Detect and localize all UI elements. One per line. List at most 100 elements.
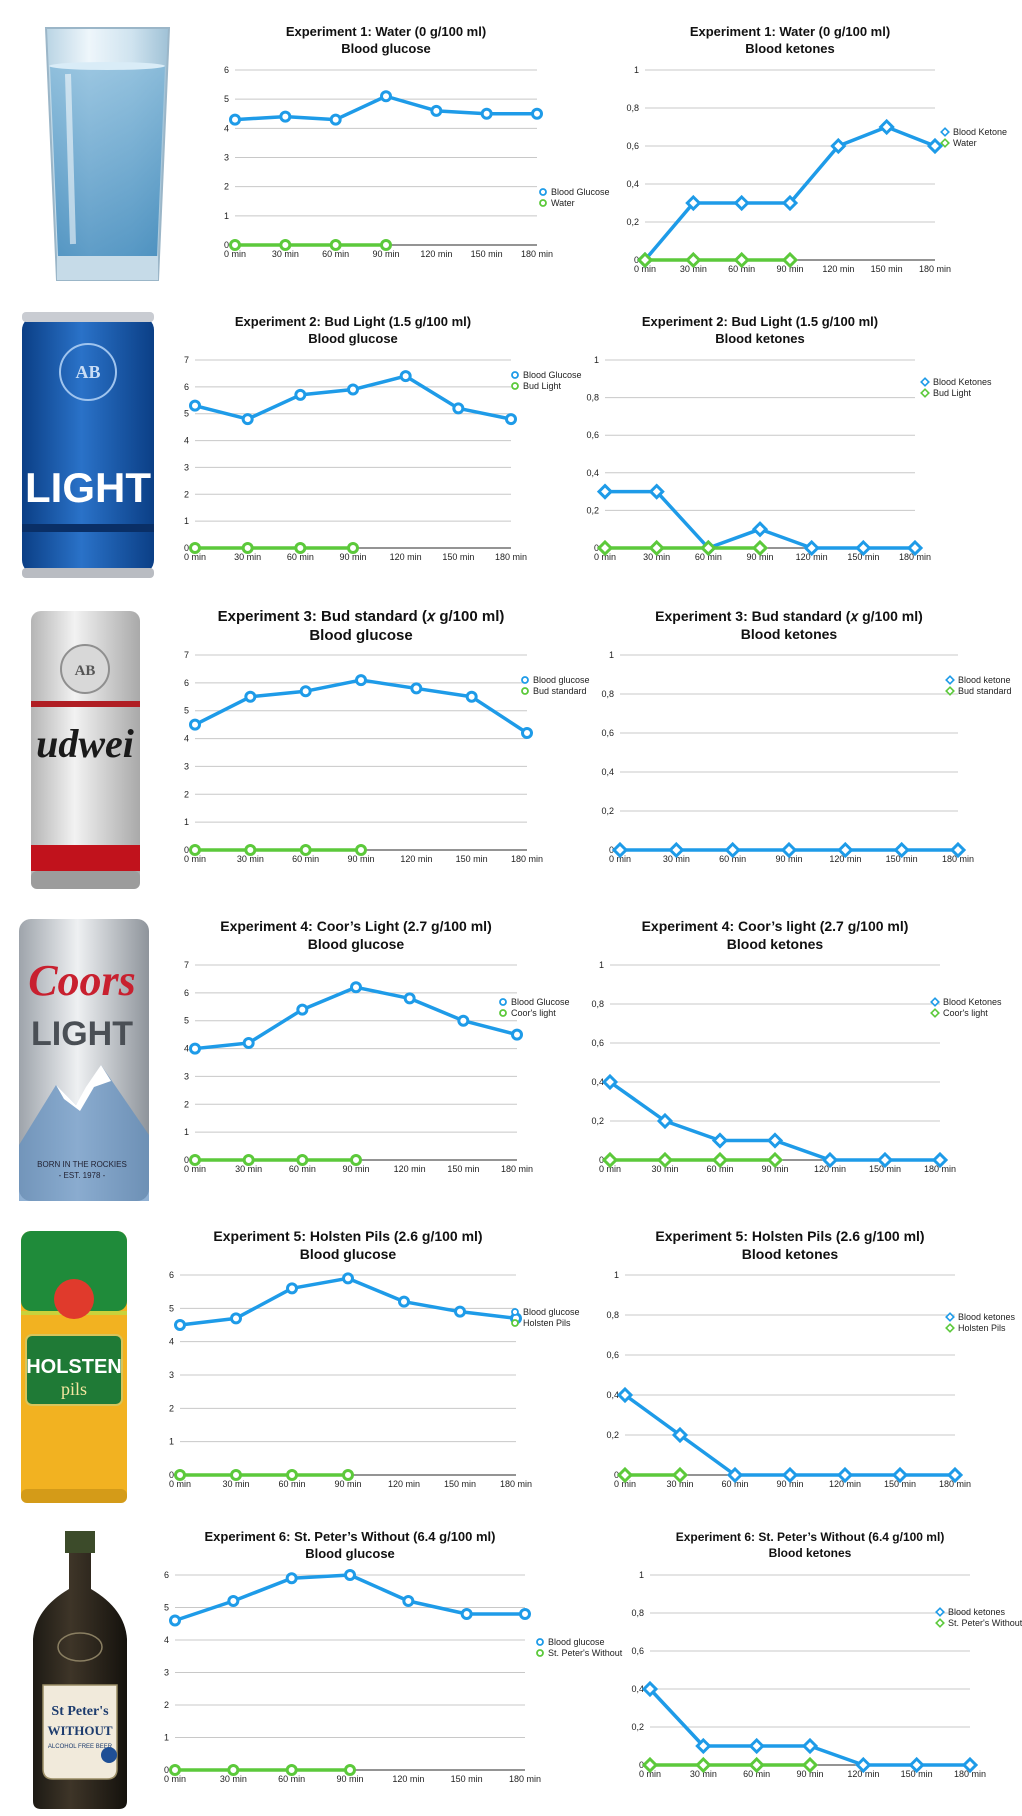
x-tick-label: 90 min	[347, 854, 374, 864]
data-point-0	[685, 194, 702, 212]
x-tick-label: 30 min	[680, 264, 707, 274]
exp3-ketones-chart: Experiment 3: Bud standard (𝑥 g/100 ml) B…	[600, 605, 1022, 872]
legend-marker	[940, 127, 950, 137]
chart-subtitle: Blood glucose	[309, 627, 412, 644]
x-tick-label: 150 min	[447, 1164, 479, 1174]
x-tick-label: 120 min	[394, 1164, 426, 1174]
x-tick-label: 30 min	[666, 1479, 693, 1489]
data-point-0	[294, 388, 307, 401]
data-point-0	[781, 194, 799, 212]
x-tick-label: 60 min	[289, 1164, 316, 1174]
legend-marker	[511, 1308, 519, 1316]
svg-text:pils: pils	[61, 1379, 87, 1399]
x-tick-label: 60 min	[322, 249, 349, 259]
series-line-0	[194, 985, 518, 1051]
y-tick-label: 1	[609, 650, 614, 660]
x-tick-label: 0 min	[614, 1479, 636, 1489]
x-tick-label: 0 min	[599, 1164, 621, 1174]
data-point-0	[403, 992, 416, 1005]
chart-subtitle: Blood glucose	[308, 936, 405, 952]
exp5-ketones-svg: Experiment 5: Holsten Pils (2.6 g/100 ml…	[606, 1228, 1016, 1489]
y-tick-label: 4	[184, 734, 189, 744]
exp3-ketones-svg: Experiment 3: Bud standard (𝑥 g/100 ml) B…	[601, 608, 1011, 864]
chart-subtitle: Blood glucose	[308, 331, 398, 346]
data-point-1	[350, 1154, 362, 1166]
chart-title: Experiment 3: Bud standard (𝑥 g/100 ml)	[218, 608, 505, 625]
y-tick-label: 0,8	[586, 393, 599, 403]
y-tick-label: 0,6	[606, 1350, 619, 1360]
data-point-1	[355, 844, 367, 856]
chart-title: Experiment 5: Holsten Pils (2.6 g/100 ml…	[655, 1228, 924, 1244]
legend-marker	[930, 997, 940, 1007]
exp2-ketones-svg: Experiment 2: Bud Light (1.5 g/100 ml) Bl…	[586, 314, 992, 562]
exp2-glucose-chart: Experiment 2: Bud Light (1.5 g/100 ml) Bl…	[175, 310, 661, 570]
y-tick-label: 0,4	[586, 468, 599, 478]
y-tick-label: 0,6	[591, 1038, 604, 1048]
x-tick-label: 120 min	[392, 1774, 424, 1784]
chart-title: Experiment 4: Coor’s Light (2.7 g/100 ml…	[220, 918, 492, 934]
data-point-1	[695, 1756, 712, 1774]
chart-subtitle: Blood ketones	[742, 1246, 839, 1262]
y-tick-label: 1	[184, 817, 189, 827]
svg-text:BORN IN THE ROCKIES: BORN IN THE ROCKIES	[37, 1160, 127, 1169]
data-point-1	[766, 1151, 784, 1169]
x-tick-label: 180 min	[939, 1479, 971, 1489]
x-tick-label: 90 min	[776, 264, 803, 274]
x-tick-label: 60 min	[719, 854, 746, 864]
x-tick-label: 120 min	[420, 249, 452, 259]
x-tick-label: 120 min	[390, 552, 422, 562]
y-tick-label: 0,6	[631, 1646, 644, 1656]
legend-marker	[940, 138, 950, 148]
legend-entry: Bud Light	[523, 381, 562, 391]
x-tick-label: 150 min	[869, 1164, 901, 1174]
legend-marker	[539, 188, 547, 196]
x-tick-label: 90 min	[336, 1774, 363, 1784]
legend-marker	[536, 1638, 544, 1646]
data-point-1	[711, 1151, 729, 1169]
y-tick-label: 2	[169, 1403, 174, 1413]
x-tick-label: 0 min	[164, 1774, 186, 1784]
y-tick-label: 4	[164, 1635, 169, 1645]
data-point-1	[299, 844, 312, 856]
chart-title: Experiment 5: Holsten Pils (2.6 g/100 ml…	[213, 1228, 482, 1244]
x-tick-label: 30 min	[663, 854, 690, 864]
x-tick-label: 30 min	[234, 552, 261, 562]
y-tick-label: 0,2	[631, 1722, 644, 1732]
series-line-0	[643, 125, 936, 262]
x-tick-label: 0 min	[184, 552, 206, 562]
y-tick-label: 0,2	[606, 1430, 619, 1440]
x-tick-label: 120 min	[847, 1769, 879, 1779]
data-point-0	[174, 1319, 186, 1331]
data-point-0	[457, 1014, 470, 1027]
data-point-0	[460, 1608, 473, 1620]
y-tick-label: 5	[164, 1603, 169, 1613]
y-tick-label: 0	[614, 1470, 619, 1480]
data-point-0	[286, 1282, 298, 1295]
exp1-glucose-chart: Experiment 1: Water (0 g/100 ml) Blood gl…	[215, 20, 687, 267]
legend-entry: Holsten Pils	[523, 1318, 571, 1328]
glass-of-water-photo	[40, 24, 175, 286]
y-tick-label: 6	[184, 678, 189, 688]
experiment-row-4: Coors LIGHT BORN IN THE ROCKIES - EST. 1…	[0, 905, 1022, 1215]
experiment-row-6: St Peter's WITHOUT ALCOHOL FREE BEER Exp…	[0, 1515, 1022, 1813]
legend-marker	[935, 1607, 945, 1617]
legend-entry: St. Peter's Without	[948, 1618, 1022, 1628]
exp2-glucose-svg: Experiment 2: Bud Light (1.5 g/100 ml) Bl…	[184, 314, 582, 562]
y-tick-label: 5	[184, 1016, 189, 1026]
data-point-0	[801, 1737, 819, 1755]
y-tick-label: 0,8	[626, 103, 639, 113]
data-point-0	[908, 1756, 925, 1774]
y-tick-label: 1	[224, 211, 229, 221]
legend-entry: St. Peter's Without	[548, 1648, 623, 1658]
x-tick-label: 60 min	[278, 1774, 305, 1784]
y-tick-label: 0,8	[606, 1310, 619, 1320]
data-point-0	[931, 1151, 949, 1169]
data-point-0	[641, 1680, 659, 1698]
y-tick-label: 0,2	[601, 806, 614, 816]
legend-entry: Blood ketones	[958, 1312, 1016, 1322]
y-tick-label: 2	[164, 1700, 169, 1710]
data-point-0	[671, 1426, 689, 1444]
data-point-0	[227, 1595, 240, 1607]
y-tick-label: 1	[594, 355, 599, 365]
y-tick-label: 1	[634, 65, 639, 75]
